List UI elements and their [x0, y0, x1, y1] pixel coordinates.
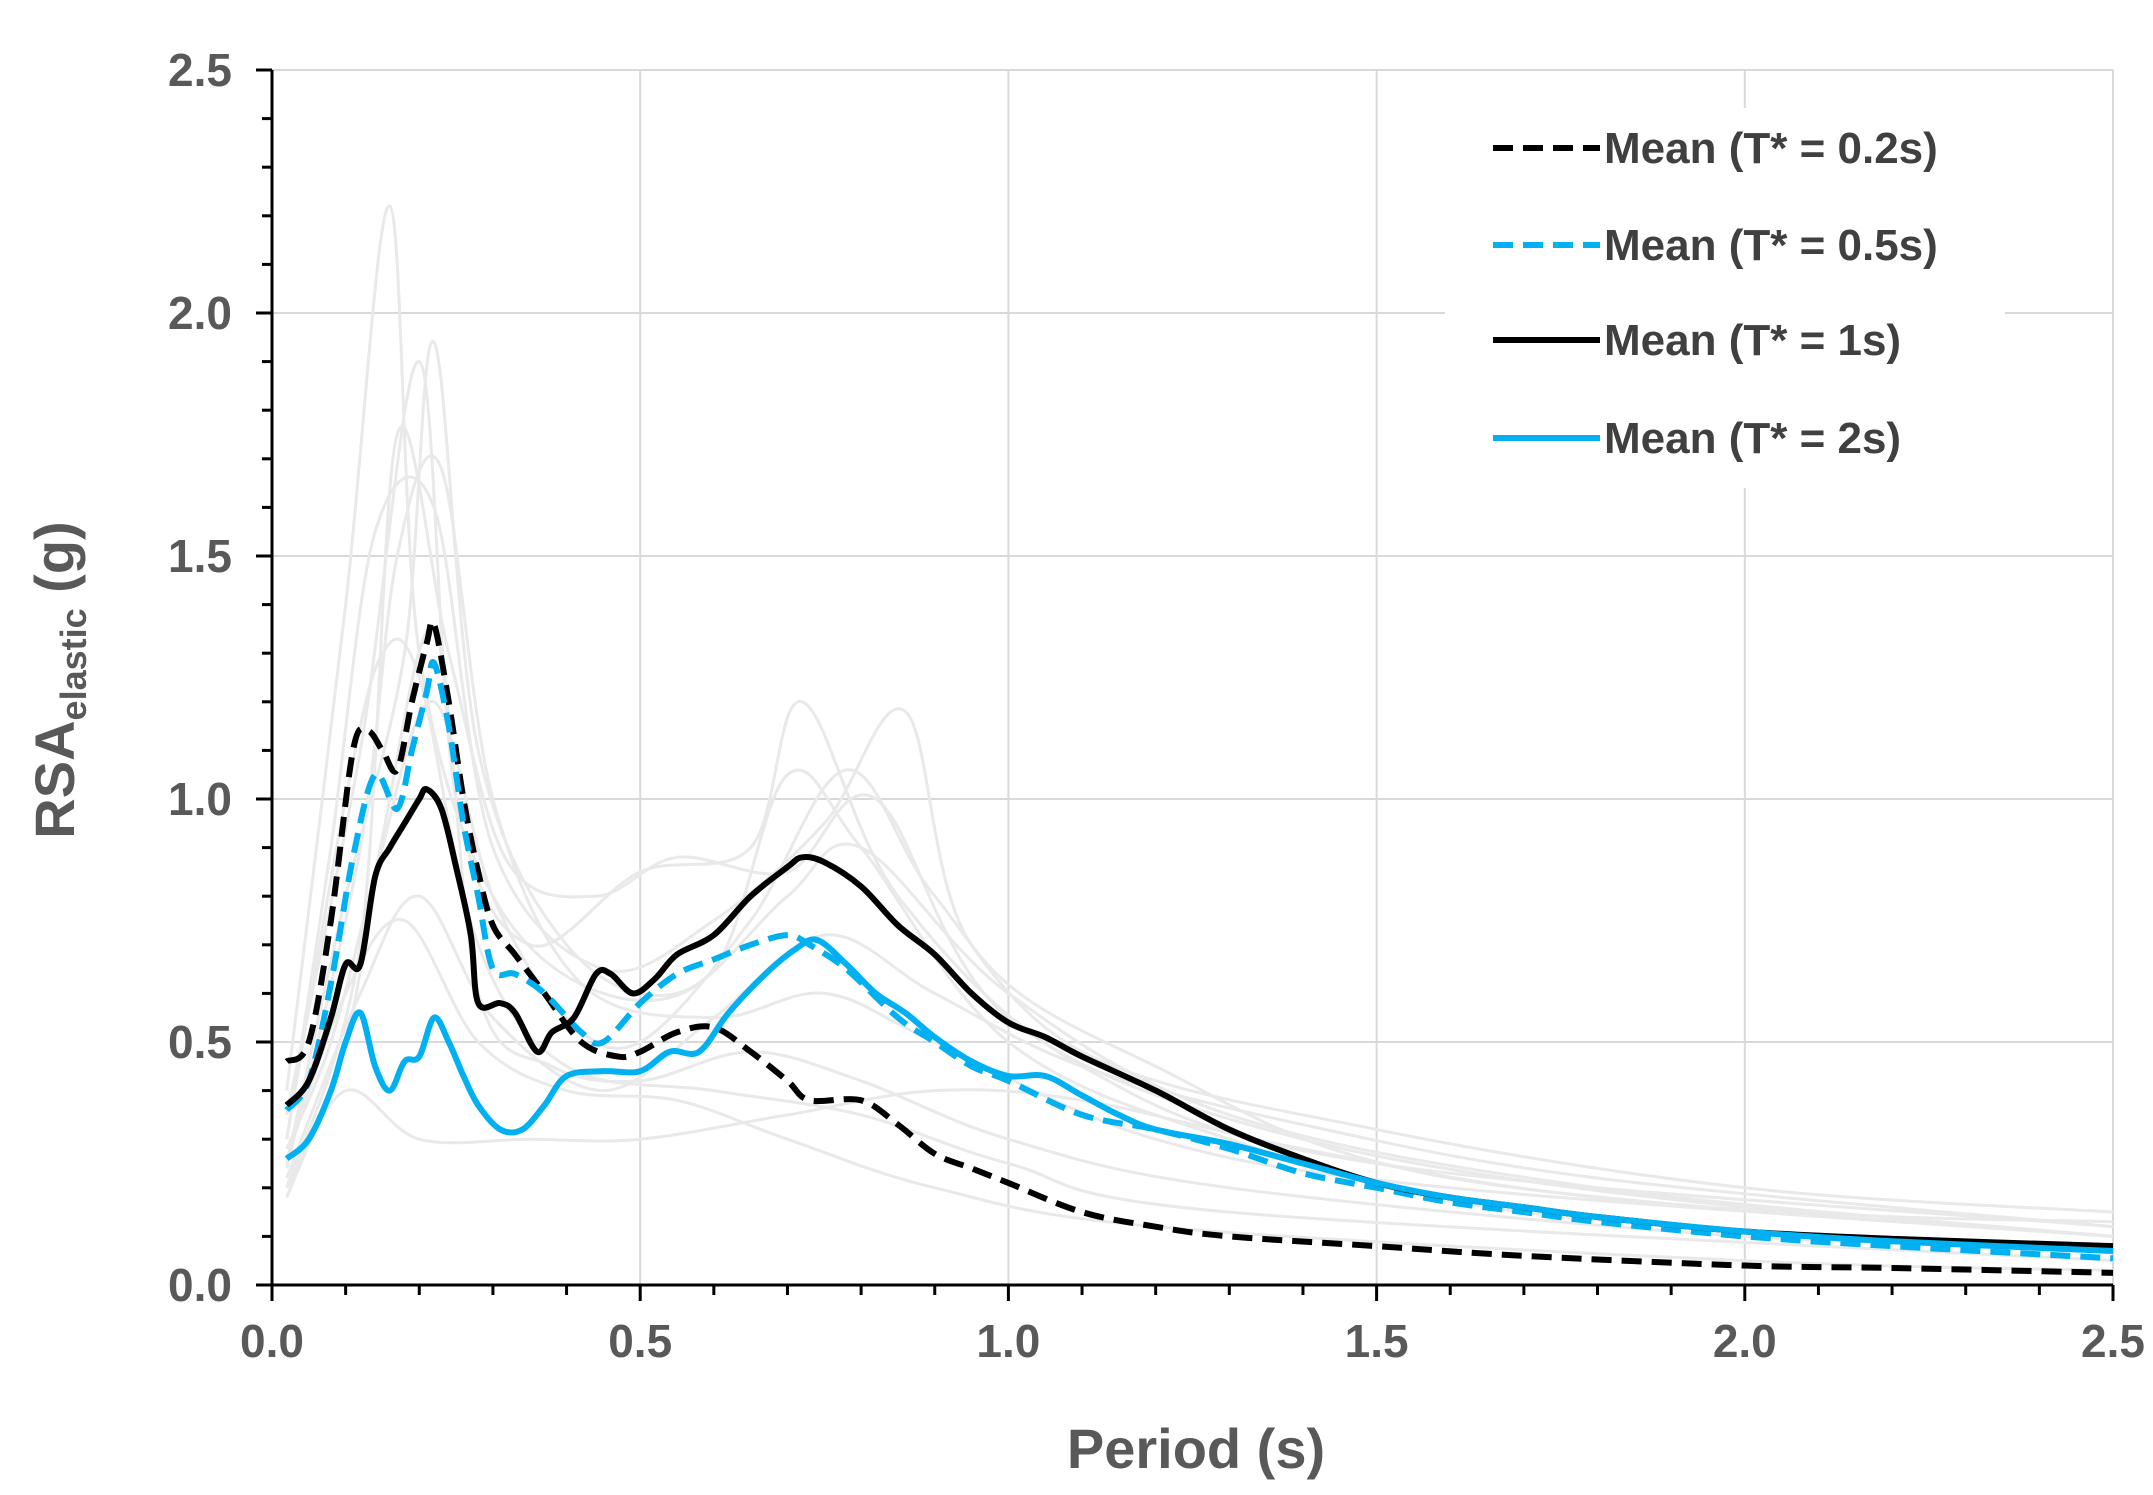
mean-series	[284, 618, 2114, 1276]
y-tick-label: 2.0	[168, 287, 232, 339]
record-spectrum-line	[285, 425, 2114, 1224]
record-spectrum-line	[285, 625, 2114, 1248]
x-tick-label: 2.0	[1713, 1315, 1777, 1367]
y-axis-title-main: RSA	[23, 720, 86, 838]
y-tick-label: 0.0	[168, 1259, 232, 1311]
x-tick-label: 1.0	[976, 1315, 1040, 1367]
y-axis-title: RSAelastic (g)	[23, 521, 94, 838]
series-line	[284, 658, 2114, 1262]
record-spectrum-line	[285, 894, 2114, 1229]
legend-label: Mean (T* = 2s)	[1604, 414, 1901, 463]
y-tick-label: 2.5	[168, 44, 232, 96]
x-tick-label: 0.0	[240, 1315, 304, 1367]
legend-background	[1445, 108, 2005, 488]
x-axis-title: Period (s)	[1067, 1417, 1325, 1480]
record-spectrum-line	[285, 1088, 2114, 1238]
tick-labels: 0.0 0.5 1.0 1.5 2.0 2.5 0.0 0.5 1.0 1.5 2.0 2.5	[168, 44, 2145, 1367]
x-tick-label: 0.5	[608, 1315, 672, 1367]
legend-label: Mean (T* = 0.5s)	[1604, 221, 1938, 270]
record-spectrum-line	[285, 917, 2114, 1272]
y-tick-label: 1.0	[168, 773, 232, 825]
series-line	[284, 618, 2114, 1276]
legend: Mean (T* = 0.2s) Mean (T* = 0.5s) Mean (T*…	[1445, 108, 2005, 488]
x-tick-label: 2.5	[2081, 1315, 2145, 1367]
legend-label: Mean (T* = 1s)	[1604, 316, 1901, 365]
series-line	[284, 936, 2114, 1254]
y-tick-label: 1.5	[168, 530, 232, 582]
y-axis-title-subscript: elastic	[53, 608, 94, 720]
x-tick-label: 1.5	[1345, 1315, 1409, 1367]
record-spectrum-line	[285, 340, 2114, 1238]
legend-label: Mean (T* = 0.2s)	[1604, 124, 1938, 173]
axes	[256, 68, 2115, 1301]
record-spectrum-line	[285, 700, 2114, 1214]
y-axis-title-unit: (g)	[23, 521, 86, 608]
y-tick-label: 0.5	[168, 1016, 232, 1068]
